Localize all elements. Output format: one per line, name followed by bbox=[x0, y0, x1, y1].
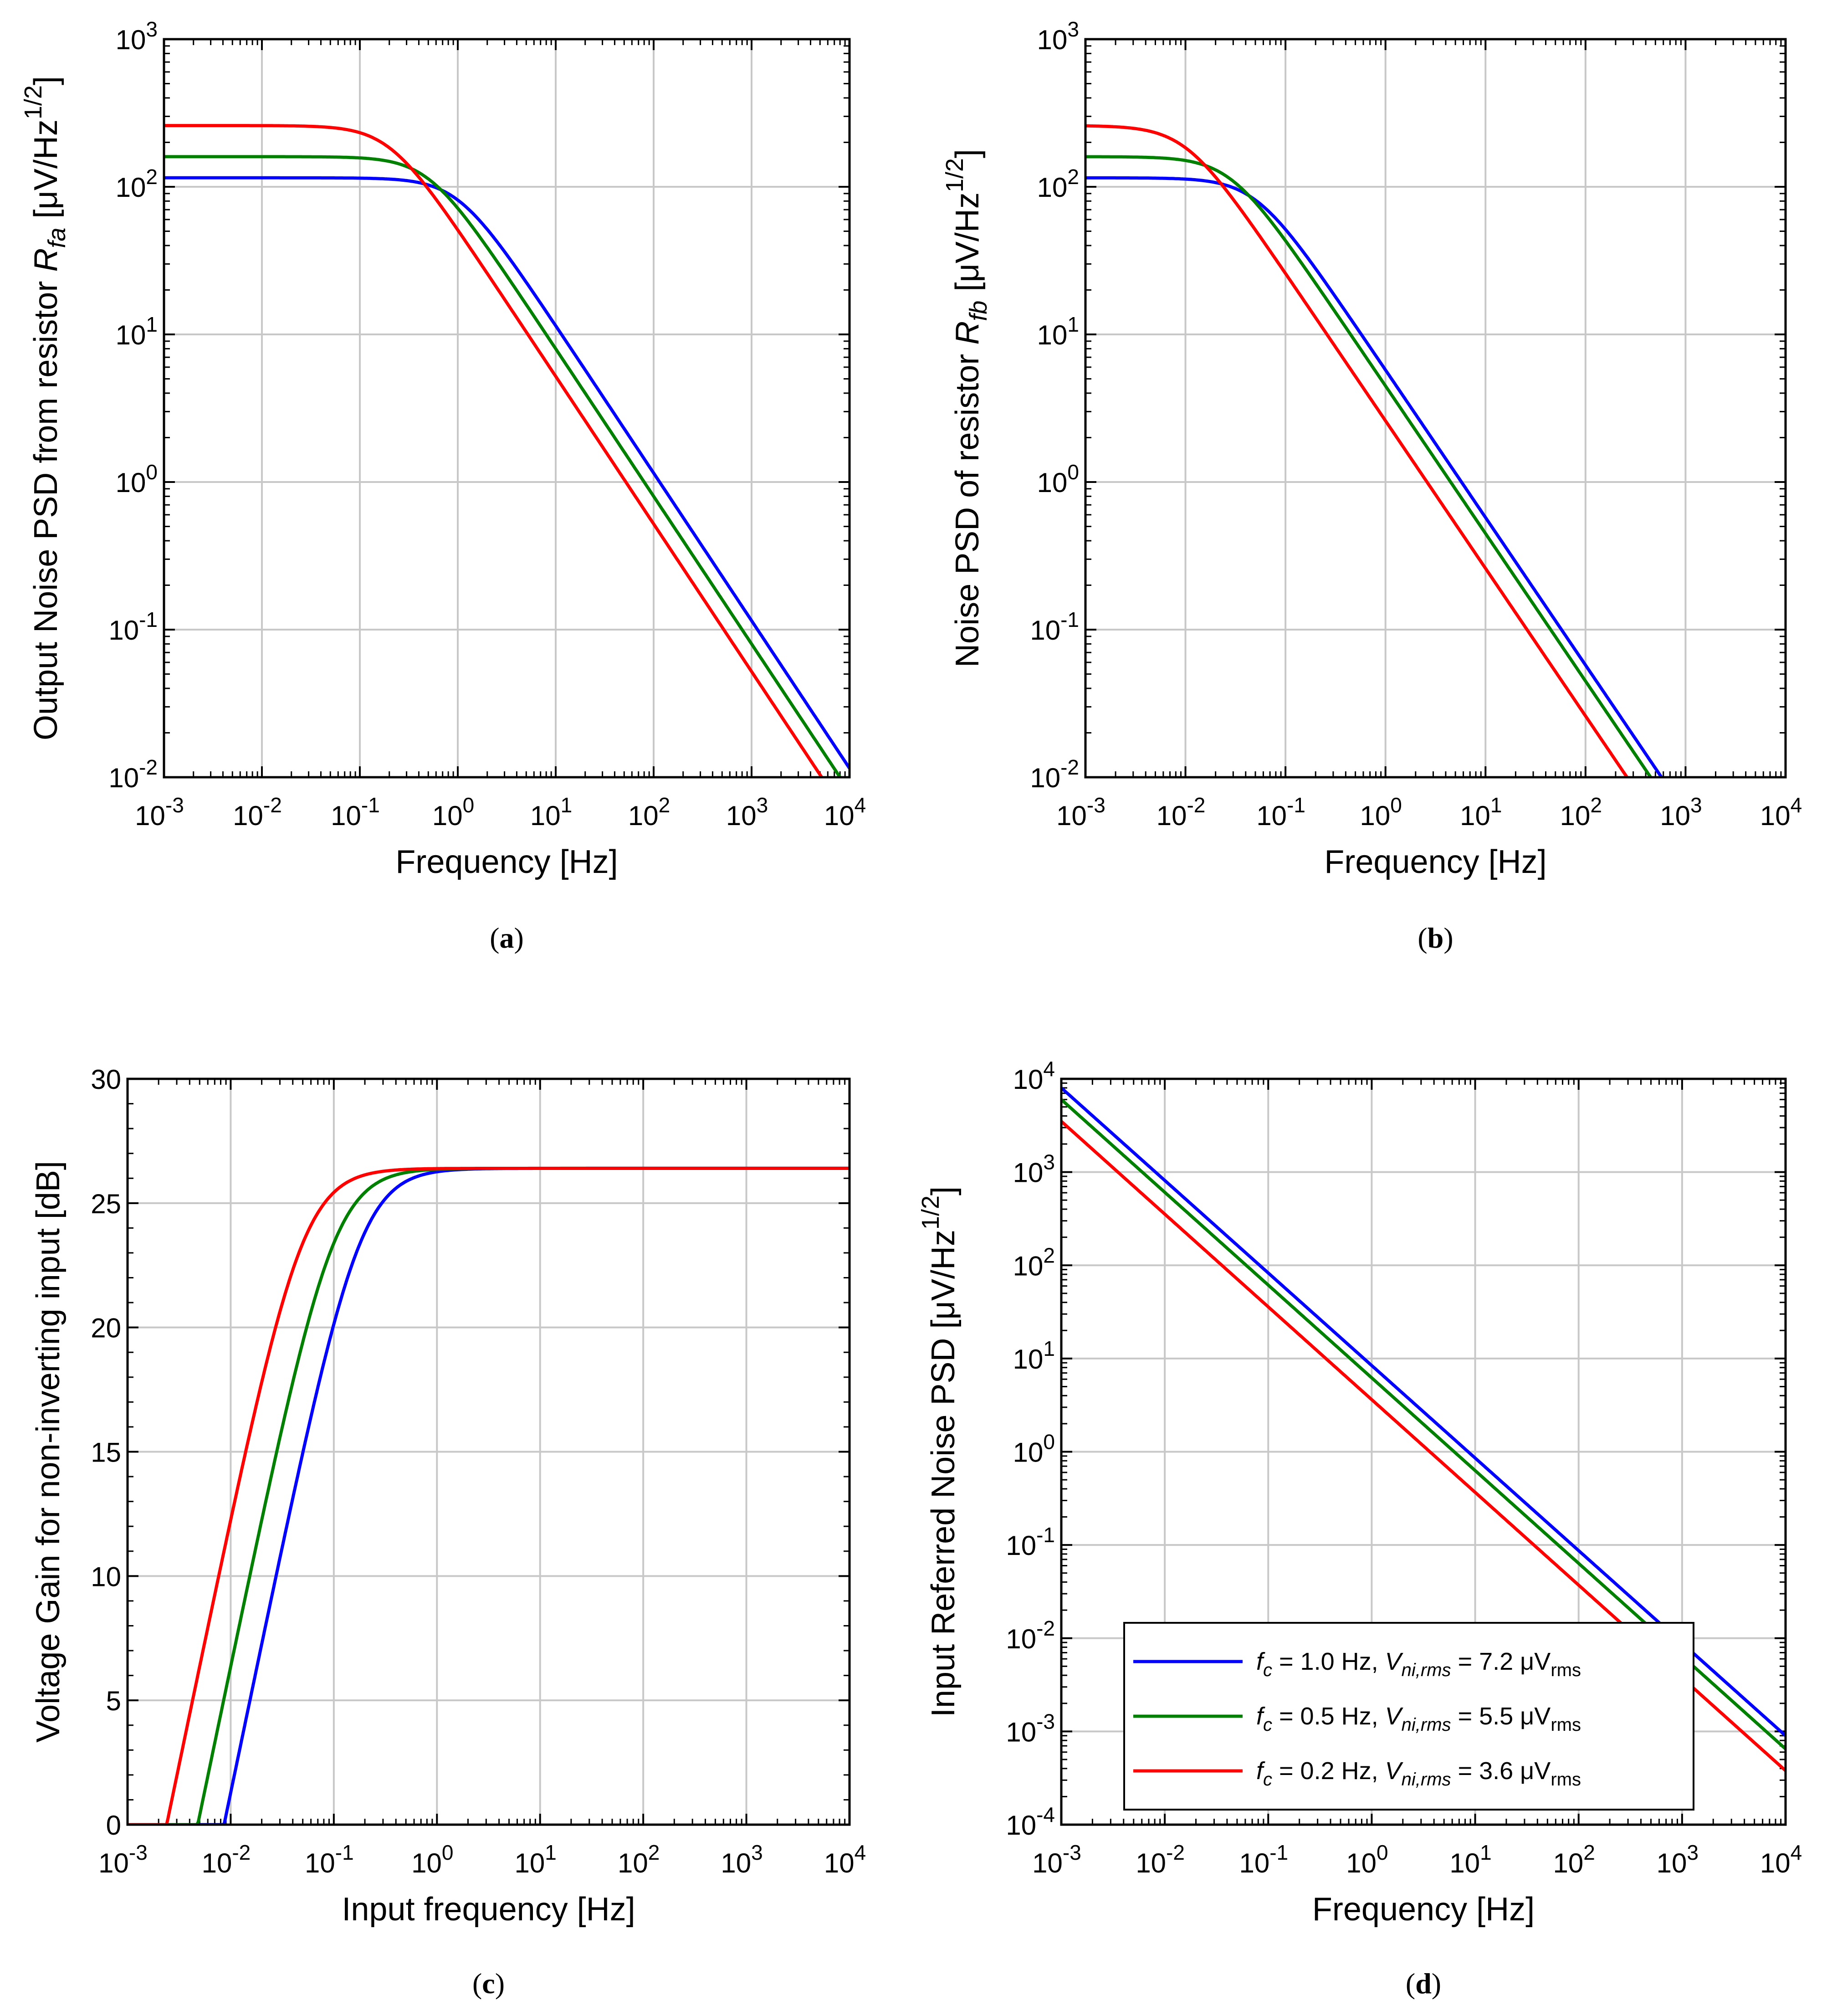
y-tick-label: 10-4 bbox=[1006, 1803, 1055, 1841]
x-tick-label: 10-2 bbox=[233, 793, 282, 831]
x-tick-label: 10-1 bbox=[331, 793, 380, 831]
x-tick-label: 100 bbox=[432, 793, 474, 831]
grid bbox=[128, 1079, 850, 1825]
panel-label: (a) bbox=[490, 922, 524, 954]
y-tick-label: 10-3 bbox=[1006, 1709, 1055, 1747]
x-axis-label: Frequency [Hz] bbox=[1312, 1891, 1535, 1928]
x-tick-label: 10-1 bbox=[1239, 1841, 1288, 1878]
y-axis-label: Output Noise PSD from resistor Rfa [μV/H… bbox=[20, 76, 71, 740]
y-tick-label: 101 bbox=[1037, 313, 1079, 350]
x-axis-label: Frequency [Hz] bbox=[395, 844, 618, 880]
x-axis-label: Frequency [Hz] bbox=[1324, 844, 1546, 880]
x-tick-label: 101 bbox=[1449, 1841, 1491, 1878]
y-tick-label: 10-2 bbox=[1006, 1616, 1055, 1654]
chart-panel-a: 10-3 10-2 10-1 100 101 102 103 10410-210-110010… bbox=[20, 17, 866, 954]
x-tick-label: 101 bbox=[515, 1841, 557, 1878]
legend: fc = 1.0 Hz, Vni,rms = 7.2 μVrms fc = 0.5… bbox=[1123, 1622, 1694, 1811]
y-tick-label: 104 bbox=[1013, 1057, 1055, 1095]
x-axis-label: Input frequency [Hz] bbox=[342, 1891, 635, 1928]
y-tick-label: 102 bbox=[1037, 165, 1079, 203]
x-tick-label: 100 bbox=[1360, 793, 1402, 831]
y-tick-label: 25 bbox=[91, 1189, 121, 1219]
x-tick-label: 10-3 bbox=[1056, 793, 1105, 831]
x-tick-label: 100 bbox=[1346, 1841, 1388, 1878]
x-tick-label: 10-2 bbox=[1157, 793, 1206, 831]
y-tick-label: 102 bbox=[1013, 1243, 1055, 1281]
x-tick-label: 103 bbox=[1660, 793, 1702, 831]
x-tick-label: 10-3 bbox=[1032, 1841, 1081, 1878]
x-tick-label: 10-1 bbox=[1256, 793, 1305, 831]
y-tick-label: 15 bbox=[91, 1437, 121, 1468]
y-tick-label: 10-1 bbox=[108, 608, 158, 646]
chart-panel-c: 10-3 10-2 10-1 100 101 102 103 104 0 5 10 15 20 25 30 I… bbox=[30, 1064, 866, 2000]
chart-panel-b: 10-3 10-2 10-1 100 101 102 103 10410-210-110010… bbox=[941, 17, 1802, 954]
y-tick-label: 0 bbox=[106, 1810, 121, 1841]
x-tick-label: 104 bbox=[824, 793, 866, 831]
x-tick-label: 104 bbox=[1760, 793, 1802, 831]
x-tick-label: 10-3 bbox=[98, 1841, 148, 1878]
y-axis-label: Input Referred Noise PSD [μV/Hz1/2] bbox=[917, 1186, 962, 1717]
x-tick-label: 102 bbox=[628, 793, 670, 831]
series-line-red bbox=[164, 124, 824, 777]
x-tick-label: 10-3 bbox=[135, 793, 184, 831]
x-tick-label: 102 bbox=[1553, 1841, 1595, 1878]
y-tick-label: 100 bbox=[1037, 460, 1079, 498]
x-tick-label: 100 bbox=[411, 1841, 453, 1878]
y-tick-label: 10-1 bbox=[1030, 608, 1079, 646]
grid bbox=[1085, 39, 1786, 777]
y-tick-label: 100 bbox=[116, 460, 158, 498]
series-line-blue bbox=[164, 176, 850, 769]
y-tick-label: 5 bbox=[106, 1686, 121, 1716]
y-tick-label: 101 bbox=[1013, 1337, 1055, 1375]
x-tick-label: 101 bbox=[530, 793, 572, 831]
legend-entry: fc = 0.5 Hz, Vni,rms = 5.5 μVrms bbox=[1256, 1703, 1581, 1735]
x-tick-label: 104 bbox=[1760, 1841, 1802, 1878]
series-line-blue bbox=[1085, 176, 1663, 777]
y-tick-label: 101 bbox=[116, 313, 158, 350]
x-tick-label: 104 bbox=[824, 1841, 866, 1878]
series-lines bbox=[164, 124, 850, 777]
x-tick-label: 103 bbox=[1657, 1841, 1699, 1878]
x-tick-label: 102 bbox=[618, 1841, 660, 1878]
y-tick-label: 102 bbox=[116, 165, 158, 203]
x-tick-label: 101 bbox=[1460, 793, 1502, 831]
series-line-red bbox=[1085, 124, 1629, 777]
legend-entry: fc = 1.0 Hz, Vni,rms = 7.2 μVrms bbox=[1256, 1648, 1581, 1680]
y-tick-label: 30 bbox=[91, 1064, 121, 1095]
y-tick-label: 10-2 bbox=[108, 755, 158, 793]
grid bbox=[164, 39, 850, 777]
plot-frame bbox=[1060, 1077, 1787, 1826]
y-tick-label: 10 bbox=[91, 1561, 121, 1592]
plot-frame bbox=[1084, 38, 1787, 779]
y-tick-label: 103 bbox=[116, 17, 158, 55]
x-tick-label: 10-2 bbox=[202, 1841, 251, 1878]
y-tick-label: 10-2 bbox=[1030, 755, 1079, 793]
chart-panel-d: 10-3 10-2 10-1 100 101 102 103 10410-410-310-21… bbox=[917, 1057, 1802, 2000]
y-tick-label: 103 bbox=[1013, 1150, 1055, 1188]
y-axis-label: Voltage Gain for non-inverting input [dB… bbox=[30, 1161, 67, 1743]
y-tick-label: 10-1 bbox=[1006, 1523, 1055, 1561]
plot-frame bbox=[163, 38, 851, 779]
panel-label: (c) bbox=[472, 1967, 505, 2000]
x-tick-label: 103 bbox=[721, 1841, 763, 1878]
series-line-green bbox=[164, 155, 842, 777]
y-tick-label: 20 bbox=[91, 1313, 121, 1344]
series-line-red bbox=[128, 1166, 850, 1825]
x-tick-label: 103 bbox=[726, 793, 768, 831]
plot-frame bbox=[126, 1077, 851, 1826]
series-lines bbox=[128, 1166, 850, 1825]
x-tick-label: 10-2 bbox=[1136, 1841, 1185, 1878]
y-tick-label: 100 bbox=[1013, 1430, 1055, 1468]
y-axis-label: Noise PSD of resistor Rfb [μV/Hz1/2] bbox=[941, 149, 992, 667]
panel-label: (b) bbox=[1418, 922, 1453, 954]
series-lines bbox=[1085, 124, 1663, 777]
y-tick-label: 103 bbox=[1037, 17, 1079, 55]
x-tick-label: 10-1 bbox=[305, 1841, 354, 1878]
legend-entry: fc = 0.2 Hz, Vni,rms = 3.6 μVrms bbox=[1256, 1757, 1581, 1790]
x-tick-label: 102 bbox=[1560, 793, 1602, 831]
panel-label: (d) bbox=[1406, 1967, 1441, 2000]
